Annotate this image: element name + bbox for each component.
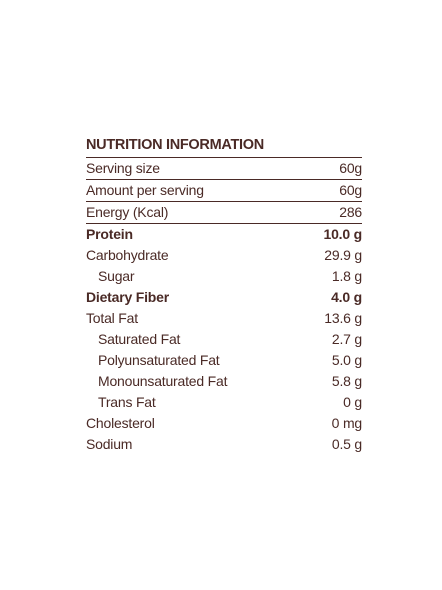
label: Protein bbox=[86, 226, 133, 242]
row: Total Fat 13.6 g bbox=[86, 308, 362, 329]
row: Serving size 60g bbox=[86, 157, 362, 179]
label: Polyunsaturated Fat bbox=[98, 352, 220, 368]
row: Saturated Fat 2.7 g bbox=[86, 329, 362, 350]
label: Cholesterol bbox=[86, 415, 155, 431]
value: 29.9 g bbox=[324, 247, 362, 263]
value: 1.8 g bbox=[331, 268, 362, 284]
label: Trans Fat bbox=[98, 394, 156, 410]
row: Sodium 0.5 g bbox=[86, 434, 362, 455]
label: Saturated Fat bbox=[98, 331, 181, 347]
label: Sodium bbox=[86, 436, 133, 452]
value: 10.0 g bbox=[323, 226, 363, 242]
label: Dietary Fiber bbox=[86, 289, 169, 305]
label: Sugar bbox=[98, 268, 135, 284]
row: Energy (Kcal) 286 bbox=[86, 201, 362, 224]
value: 286 bbox=[339, 204, 362, 220]
row: Cholesterol 0 mg bbox=[86, 413, 362, 434]
row: Polyunsaturated Fat 5.0 g bbox=[86, 350, 362, 371]
row: Trans Fat 0 g bbox=[86, 392, 362, 413]
nutrition-table: Serving size 60g Amount per serving 60g En… bbox=[86, 157, 362, 455]
value: 13.6 g bbox=[324, 310, 362, 326]
row: Carbohydrate 29.9 g bbox=[86, 245, 362, 266]
value: 5.8 g bbox=[331, 373, 362, 389]
value: 2.7 g bbox=[331, 331, 362, 347]
value: 0 g bbox=[343, 394, 362, 410]
value: 0 mg bbox=[331, 415, 363, 431]
value: 60g bbox=[339, 182, 362, 198]
row: Sugar 1.8 g bbox=[86, 266, 362, 287]
value: 5.0 g bbox=[331, 352, 362, 368]
row: Monounsaturated Fat 5.8 g bbox=[86, 371, 362, 392]
label: Energy (Kcal) bbox=[86, 204, 169, 220]
row: Dietary Fiber 4.0 g bbox=[86, 287, 362, 308]
label: Serving size bbox=[86, 160, 160, 176]
value: 60g bbox=[339, 160, 362, 176]
title: NUTRITION INFORMATION bbox=[86, 137, 264, 153]
label: Amount per serving bbox=[86, 182, 204, 198]
label: Total Fat bbox=[86, 310, 138, 326]
row: Amount per serving 60g bbox=[86, 179, 362, 201]
label: Monounsaturated Fat bbox=[98, 373, 228, 389]
label: Carbohydrate bbox=[86, 247, 169, 263]
value: 4.0 g bbox=[331, 289, 362, 305]
row: Protein 10.0 g bbox=[86, 224, 362, 245]
value: 0.5 g bbox=[331, 436, 362, 452]
